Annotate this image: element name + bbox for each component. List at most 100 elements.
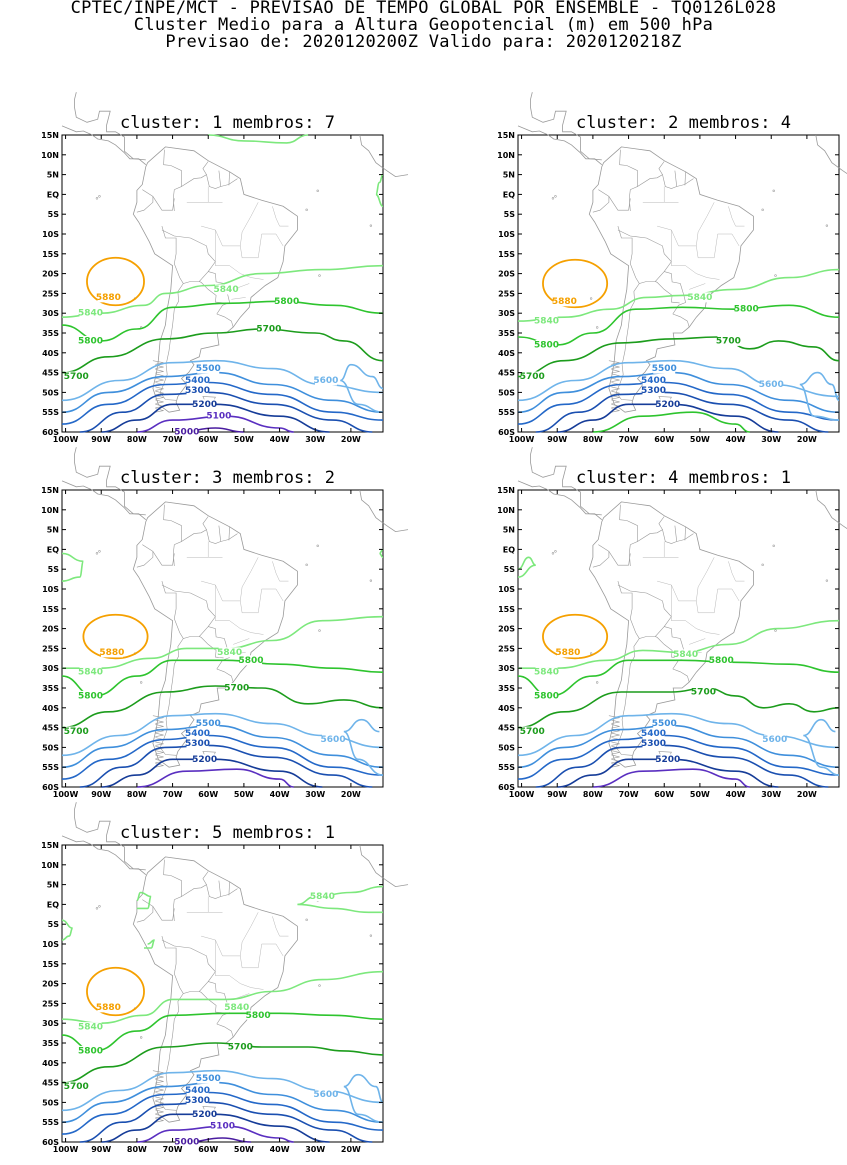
lat-tick-label: 35S	[498, 684, 515, 693]
isohypse-5840	[379, 548, 384, 559]
lat-tick-label: 45S	[42, 1079, 59, 1088]
lat-tick-label: 20S	[42, 980, 59, 989]
isohypse-5800	[592, 411, 750, 433]
lon-tick-label: 60W	[654, 790, 674, 799]
country-border	[637, 161, 665, 187]
fjord-coast	[155, 386, 164, 391]
fjord-coast	[155, 395, 164, 400]
lon-tick-label: 90W	[91, 435, 111, 444]
contour-label: 5100	[210, 1122, 235, 1132]
country-border	[592, 544, 610, 568]
central-america-coast	[74, 92, 146, 161]
island	[772, 189, 775, 193]
contour-label-halo	[193, 399, 216, 410]
country-border	[617, 229, 647, 239]
contour-label: 5000	[174, 428, 199, 438]
contour-label: 5700	[256, 325, 281, 335]
lat-tick-label: 25S	[498, 644, 515, 653]
isohypse-5200	[557, 758, 779, 788]
fjord-coast	[155, 719, 164, 724]
island	[825, 224, 829, 227]
state-border	[689, 638, 706, 645]
header-date-line: Previsao de: 2020120200Z Valido para: 20…	[165, 32, 682, 52]
lat-tick-label: 20S	[42, 270, 59, 279]
contour-label-halo	[763, 734, 786, 745]
state-border	[261, 943, 284, 957]
lon-tick-label: 20W	[341, 1145, 361, 1154]
island	[139, 681, 143, 684]
lon-tick-label: 100W	[509, 790, 535, 799]
contour-label: 5700	[224, 684, 249, 694]
country-border	[662, 174, 694, 189]
country-border	[628, 544, 631, 567]
lat-tick-label: 40S	[42, 349, 59, 358]
panel-title: cluster: 5 membros: 1	[120, 823, 335, 843]
fjord-coast	[155, 1079, 164, 1084]
lat-tick-label: 5S	[48, 210, 60, 219]
island	[95, 552, 99, 555]
high-pressure-contour	[86, 966, 145, 1017]
lat-tick-label: 40S	[498, 704, 515, 713]
lon-tick-label: 30W	[761, 790, 781, 799]
island	[318, 984, 321, 987]
contour-label: 5600	[321, 735, 346, 745]
lon-tick-label: 80W	[127, 1145, 147, 1154]
map-panel-cluster-2: cluster: 2 membros: 4 5880 5840 5840 5800 58…	[476, 92, 847, 453]
contour-label: 5700	[64, 727, 89, 737]
country-border	[172, 544, 175, 567]
contour-label: 5200	[192, 755, 217, 765]
state-border	[261, 588, 284, 602]
state-border	[689, 283, 706, 290]
contour-label: 5800	[78, 336, 103, 346]
country-border	[172, 189, 175, 212]
contour-label-halo	[79, 308, 102, 319]
contour-label: 5880	[555, 648, 580, 658]
isohypse-5100	[136, 768, 294, 788]
fjord-coast	[611, 741, 620, 746]
country-border	[228, 526, 230, 541]
africa-coast	[359, 489, 409, 533]
contour-label: 5840	[673, 650, 698, 660]
lat-tick-label: 60S	[42, 1138, 59, 1147]
lat-tick-label: 45S	[42, 724, 59, 733]
country-border	[161, 939, 191, 949]
state-border	[696, 233, 718, 259]
island	[772, 544, 775, 548]
isohypse-5600	[802, 718, 840, 776]
island	[98, 905, 101, 908]
lat-tick-label: 40S	[498, 349, 515, 358]
lon-tick-label: 90W	[547, 435, 567, 444]
lon-tick-label: 50W	[690, 435, 710, 444]
lat-tick-label: 30S	[498, 309, 515, 318]
island	[305, 563, 308, 567]
south-america-coast	[588, 146, 754, 413]
isohypse-5840	[144, 939, 156, 949]
contour-label: 5840	[78, 668, 103, 678]
contour-label: 5700	[64, 1082, 89, 1092]
country-border	[161, 936, 216, 994]
lat-tick-label: 60S	[42, 428, 59, 437]
isohypse-5800	[61, 300, 384, 342]
map-frame	[517, 489, 840, 788]
contour-label: 5700	[691, 687, 716, 697]
contour-label: 5840	[224, 1003, 249, 1013]
map-panel-cluster-3: cluster: 3 membros: 2 5880 5840 5840 5800 58…	[20, 447, 409, 808]
header-title-line: CPTEC/INPE/MCT - PREVISAO DE TEMPO GLOBA…	[70, 0, 777, 18]
lat-tick-label: 50S	[42, 388, 59, 397]
coastline-layer	[517, 447, 847, 768]
lon-tick-label: 70W	[163, 790, 183, 799]
lon-tick-label: 80W	[127, 790, 147, 799]
island	[95, 907, 99, 910]
country-border	[163, 504, 182, 545]
map-frame	[517, 134, 840, 433]
contour-label: 5400	[185, 1086, 210, 1096]
lat-tick-label: 30S	[498, 664, 515, 673]
state-border	[215, 940, 230, 976]
high-pressure-contour	[542, 258, 609, 309]
lat-tick-label: EQ	[503, 190, 515, 199]
lat-tick-label: 10N	[41, 151, 59, 160]
lat-tick-label: 5N	[47, 526, 59, 535]
